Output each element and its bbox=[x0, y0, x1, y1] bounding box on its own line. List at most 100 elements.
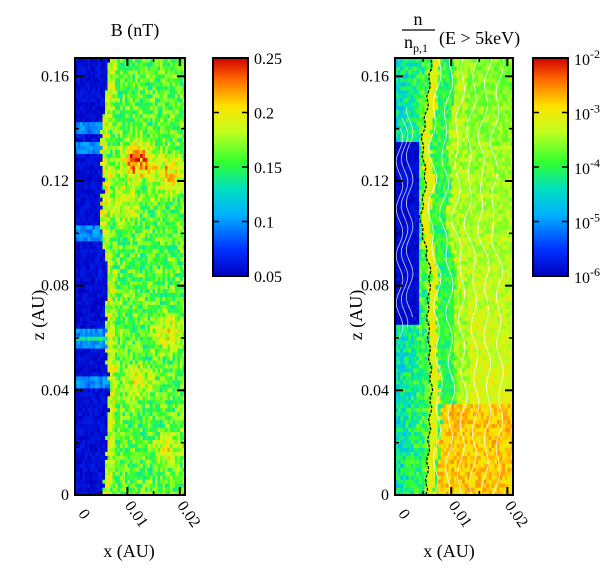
heatmap-cell bbox=[115, 149, 119, 154]
heatmap-cell bbox=[175, 165, 179, 170]
heatmap-cell bbox=[90, 316, 94, 321]
heatmap-cell bbox=[140, 351, 144, 357]
heatmap-cell bbox=[155, 201, 159, 206]
heatmap-cell bbox=[155, 316, 159, 321]
heatmap-cell bbox=[122, 137, 126, 143]
heatmap-cell bbox=[115, 181, 119, 186]
heatmap-cell bbox=[172, 399, 176, 405]
heatmap-cell bbox=[150, 272, 154, 278]
heatmap-cell bbox=[90, 121, 94, 127]
heatmap-cell bbox=[182, 153, 185, 158]
heatmap-cell bbox=[172, 165, 176, 170]
heatmap-cell bbox=[395, 308, 399, 313]
heatmap-cell bbox=[395, 403, 399, 409]
heatmap-cell bbox=[80, 316, 84, 321]
heatmap-cell bbox=[120, 141, 124, 146]
heatmap-cell bbox=[90, 272, 94, 278]
heatmap-cell bbox=[167, 411, 171, 417]
heatmap-cell bbox=[127, 475, 131, 480]
heatmap-cell bbox=[130, 431, 134, 437]
heatmap-cell bbox=[87, 419, 91, 425]
heatmap-cell bbox=[125, 479, 129, 484]
heatmap-cell bbox=[152, 197, 156, 202]
heatmap-cell bbox=[75, 244, 79, 250]
heatmap-cell bbox=[85, 399, 89, 405]
heatmap-cell bbox=[175, 133, 179, 139]
heatmap-cell bbox=[165, 459, 169, 464]
heatmap-cell bbox=[177, 471, 181, 476]
heatmap-cell bbox=[85, 177, 89, 182]
heatmap-cell bbox=[160, 145, 164, 150]
heatmap-cell bbox=[80, 276, 84, 282]
heatmap-cell bbox=[92, 236, 96, 242]
heatmap-cell bbox=[167, 58, 171, 63]
heatmap-cell bbox=[172, 208, 176, 214]
heatmap-cell bbox=[165, 268, 169, 274]
heatmap-cell bbox=[82, 280, 86, 286]
heatmap-cell bbox=[82, 451, 86, 456]
heatmap-cell bbox=[165, 296, 169, 301]
heatmap-cell bbox=[122, 475, 126, 480]
heatmap-cell bbox=[112, 435, 116, 440]
heatmap-cell bbox=[177, 439, 181, 444]
heatmap-cell bbox=[105, 304, 109, 309]
heatmap-cell bbox=[152, 443, 156, 448]
heatmap-cell bbox=[147, 216, 151, 222]
heatmap-cell bbox=[145, 300, 149, 305]
heatmap-cell bbox=[180, 193, 184, 198]
heatmap-cell bbox=[92, 351, 96, 357]
heatmap-cell bbox=[155, 371, 159, 377]
heatmap-cell bbox=[125, 391, 129, 397]
heatmap-cell bbox=[80, 280, 84, 286]
heatmap-cell bbox=[110, 244, 114, 250]
heatmap-cell bbox=[80, 260, 84, 266]
heatmap-cell bbox=[102, 189, 106, 194]
heatmap-cell bbox=[137, 157, 141, 162]
heatmap-cell bbox=[145, 212, 149, 218]
heatmap-cell bbox=[102, 81, 106, 87]
heatmap-cell bbox=[120, 403, 124, 409]
heatmap-cell bbox=[160, 228, 164, 234]
heatmap-cell bbox=[395, 173, 399, 178]
heatmap-cell bbox=[110, 248, 114, 254]
heatmap-cell bbox=[145, 316, 149, 321]
heatmap-cell bbox=[172, 204, 176, 210]
heatmap-cell bbox=[182, 300, 185, 305]
heatmap-cell bbox=[75, 101, 79, 107]
heatmap-cell bbox=[395, 491, 399, 495]
heatmap-cell bbox=[162, 141, 166, 146]
heatmap-cell bbox=[75, 320, 79, 325]
heatmap-cell bbox=[130, 475, 134, 480]
heatmap-cell bbox=[167, 336, 171, 341]
heatmap-cell bbox=[80, 475, 84, 480]
heatmap-cell bbox=[157, 411, 161, 417]
heatmap-cell bbox=[152, 312, 156, 317]
heatmap-cell bbox=[112, 451, 116, 456]
heatmap-cell bbox=[115, 280, 119, 286]
heatmap-cell bbox=[130, 336, 134, 341]
heatmap-cell bbox=[182, 411, 185, 417]
heatmap-cell bbox=[132, 61, 136, 67]
heatmap-cell bbox=[162, 185, 166, 190]
heatmap-cell bbox=[152, 300, 156, 305]
heatmap-cell bbox=[157, 435, 161, 440]
heatmap-cell bbox=[95, 491, 99, 495]
heatmap-cell bbox=[135, 276, 139, 282]
heatmap-cell bbox=[132, 363, 136, 369]
heatmap-cell bbox=[82, 391, 86, 397]
heatmap-cell bbox=[167, 407, 171, 413]
heatmap-cell bbox=[155, 407, 159, 413]
heatmap-cell bbox=[130, 403, 134, 409]
heatmap-cell bbox=[117, 240, 121, 246]
heatmap-cell bbox=[105, 129, 109, 135]
heatmap-cell bbox=[92, 232, 96, 238]
heatmap-cell bbox=[137, 344, 141, 349]
heatmap-cell bbox=[175, 395, 179, 401]
heatmap-cell bbox=[100, 419, 104, 425]
heatmap-cell bbox=[135, 173, 139, 178]
heatmap-cell bbox=[165, 89, 169, 95]
heatmap-cell bbox=[147, 177, 151, 182]
heatmap-cell bbox=[95, 431, 99, 437]
heatmap-cell bbox=[155, 58, 159, 63]
heatmap-cell bbox=[175, 491, 179, 495]
